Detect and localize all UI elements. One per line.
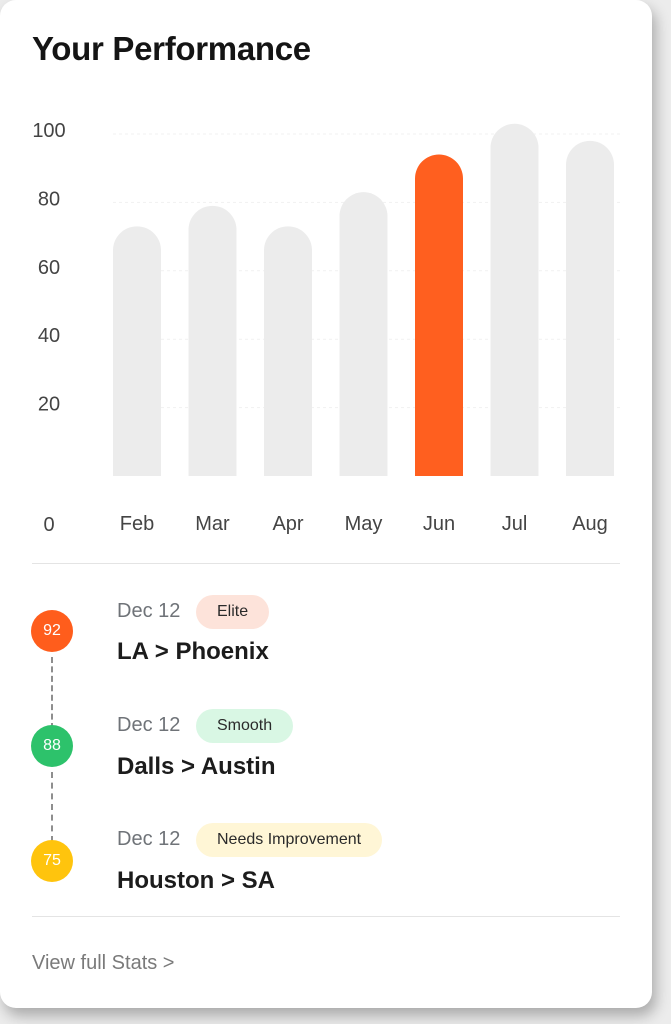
status-badge: Needs Improvement: [196, 823, 383, 857]
performance-chart: 0 20 40 60 80 100 Feb Mar Apr May Jun Jul Aug: [0, 100, 652, 560]
trip-date: Dec 12: [117, 600, 181, 622]
timeline-connector: [51, 657, 53, 729]
y-tick-label: 40: [38, 325, 60, 347]
score-badge: 75: [31, 840, 73, 882]
status-badge: Smooth: [196, 709, 294, 743]
x-tick-label: Jul: [502, 513, 528, 535]
trip-date: Dec 12: [117, 714, 181, 736]
divider: [32, 563, 620, 564]
status-badge: Elite: [196, 595, 270, 629]
y-tick-label: 80: [38, 188, 60, 210]
y-tick-label: 60: [38, 257, 60, 279]
bar-apr[interactable]: [264, 226, 312, 476]
timeline-connector: [51, 772, 53, 842]
bar-may[interactable]: [339, 192, 388, 476]
page-title: Your Performance: [32, 30, 311, 67]
x-tick-label: Feb: [120, 513, 154, 535]
score-badge: 88: [31, 725, 73, 767]
divider: [32, 916, 620, 917]
y-tick-label: 0: [43, 514, 54, 536]
performance-card: Your Performance 0 20 40 60 80 100 Feb Mar Apr Ma…: [0, 0, 652, 1008]
trip-route: Dalls > Austin: [117, 753, 276, 780]
bar-aug[interactable]: [566, 140, 614, 476]
x-tick-label: May: [345, 513, 383, 535]
bar-jun[interactable]: [415, 154, 463, 476]
trip-route: Houston > SA: [117, 867, 276, 894]
bar-chart: 0 20 40 60 80 100 Feb Mar Apr May Jun Jul Aug: [32, 120, 620, 536]
bar-mar[interactable]: [188, 205, 237, 476]
x-tick-label: Jun: [423, 513, 455, 535]
x-tick-label: Mar: [195, 513, 230, 535]
y-tick-label: 100: [32, 120, 65, 142]
bar-feb[interactable]: [113, 226, 161, 476]
view-full-stats-link[interactable]: View full Stats >: [32, 952, 175, 974]
bar-jul[interactable]: [490, 123, 539, 477]
y-tick-label: 20: [38, 394, 60, 416]
score-badge: 92: [31, 610, 73, 652]
trip-route: LA > Phoenix: [117, 638, 269, 665]
trip-date: Dec 12: [117, 828, 181, 850]
x-tick-label: Aug: [572, 513, 608, 535]
x-tick-label: Apr: [272, 513, 303, 535]
